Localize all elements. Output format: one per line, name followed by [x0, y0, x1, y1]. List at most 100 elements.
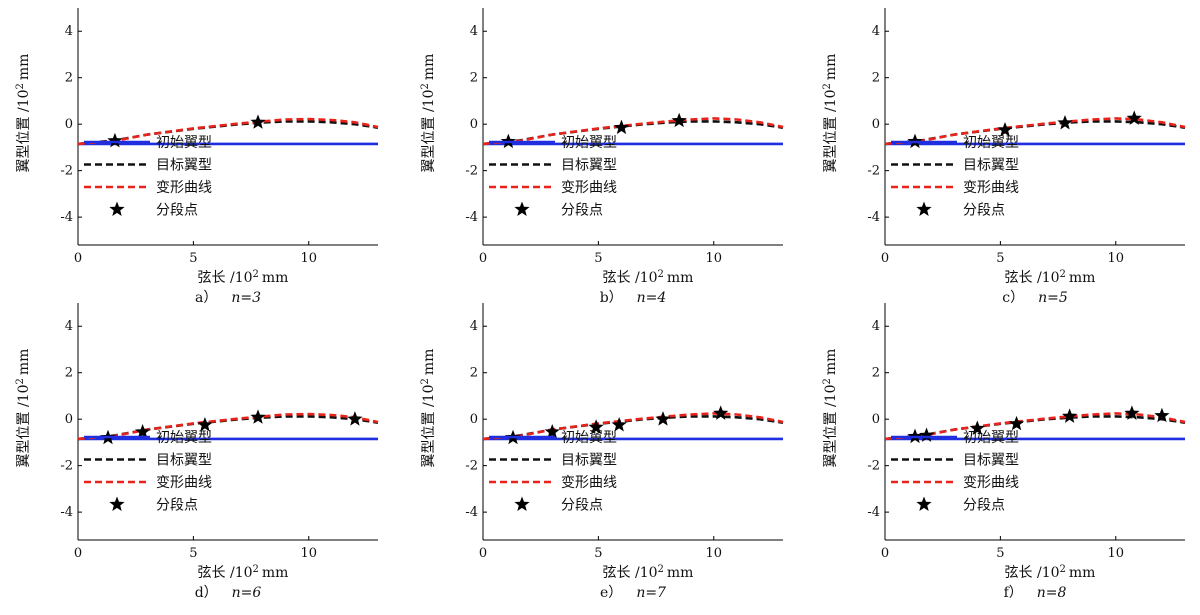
legend-label: 目标翼型 — [963, 158, 1019, 174]
segment-point-marker — [611, 416, 627, 432]
x-axis-label: 弦长 /102 mm — [603, 564, 694, 582]
panel-caption: e） n=7 — [600, 585, 666, 601]
segment-point-marker — [613, 119, 630, 135]
y-tick-label: 2 — [65, 366, 73, 381]
segment-point-marker — [1008, 415, 1025, 431]
legend-label: 初始翼型 — [963, 429, 1019, 446]
segment-point-marker — [544, 423, 560, 439]
segment-point-marker — [135, 423, 151, 439]
panel-caption: c） n=5 — [1002, 290, 1068, 306]
x-axis-label: 弦长 /102 mm — [198, 564, 289, 582]
legend-label: 初始翼型 — [561, 134, 617, 151]
panel-caption: a） n=3 — [195, 290, 261, 306]
legend-label: 变形曲线 — [156, 475, 212, 491]
y-axis-label: 翼型位置 /102mm — [15, 349, 33, 468]
segment-point-marker — [1124, 405, 1140, 420]
y-axis-label: 翼型位置 /102mm — [15, 54, 33, 173]
x-tick-label: 10 — [300, 251, 317, 266]
x-tick-label: 5 — [189, 251, 197, 266]
segment-point-marker — [918, 427, 935, 442]
y-tick-label: 4 — [872, 319, 880, 334]
legend-label: 变形曲线 — [561, 180, 617, 196]
y-tick-label: -2 — [60, 164, 73, 179]
y-tick-label: 2 — [470, 366, 478, 381]
y-tick-label: -4 — [60, 210, 73, 225]
legend-label: 目标翼型 — [156, 453, 212, 469]
x-tick-label: 5 — [189, 546, 197, 561]
legend-label: 分段点 — [561, 203, 603, 219]
segment-point-marker — [347, 411, 363, 426]
y-tick-label: -2 — [867, 164, 880, 179]
y-tick-label: 0 — [65, 117, 73, 132]
y-tick-label: 2 — [872, 366, 880, 381]
x-tick-label: 0 — [881, 546, 889, 561]
x-tick-label: 5 — [594, 251, 602, 266]
legend-label: 初始翼型 — [156, 429, 212, 446]
y-tick-label: 0 — [65, 412, 73, 427]
legend-label: 变形曲线 — [156, 180, 212, 196]
y-tick-label: 4 — [470, 24, 478, 39]
panel-caption: f） n=8 — [1004, 585, 1067, 601]
legend-star-icon — [514, 201, 530, 216]
panel-caption: d） n=6 — [195, 585, 262, 601]
y-tick-label: -4 — [867, 505, 880, 520]
y-tick-label: 2 — [65, 71, 73, 86]
legend-label: 初始翼型 — [963, 134, 1019, 151]
x-tick-label: 0 — [479, 546, 487, 561]
y-tick-label: -2 — [465, 164, 478, 179]
x-tick-label: 5 — [594, 546, 602, 561]
segment-point-marker — [107, 132, 123, 148]
legend-label: 分段点 — [963, 498, 1005, 514]
y-tick-label: 2 — [872, 71, 880, 86]
x-tick-label: 5 — [996, 251, 1004, 266]
y-tick-label: -4 — [465, 505, 478, 520]
segment-point-marker — [1057, 115, 1073, 130]
y-tick-label: 4 — [65, 319, 73, 334]
x-tick-label: 0 — [74, 546, 82, 561]
x-tick-label: 10 — [300, 546, 317, 561]
legend-label: 分段点 — [156, 203, 198, 219]
series-deformed-line — [482, 412, 784, 441]
series-deformed-line — [77, 412, 379, 441]
legend-label: 初始翼型 — [156, 134, 212, 151]
series-deformed-line — [482, 117, 784, 146]
legend-label: 变形曲线 — [963, 475, 1019, 491]
legend-star-icon — [916, 496, 932, 511]
panel-caption: b） n=4 — [600, 290, 667, 306]
x-axis-label: 弦长 /102 mm — [1005, 564, 1096, 582]
y-tick-label: -2 — [60, 459, 73, 474]
legend-label: 分段点 — [963, 203, 1005, 219]
y-axis-label: 翼型位置 /102mm — [822, 54, 840, 173]
legend-star-icon — [916, 201, 932, 216]
segment-point-marker — [197, 416, 213, 432]
x-tick-label: 0 — [74, 251, 82, 266]
segment-point-marker — [655, 411, 671, 426]
y-axis-label: 翼型位置 /102mm — [420, 349, 438, 468]
legend-star-icon — [109, 201, 125, 216]
legend-label: 分段点 — [156, 498, 198, 514]
y-tick-label: 4 — [872, 24, 880, 39]
segment-point-marker — [588, 419, 604, 434]
x-tick-label: 5 — [996, 546, 1004, 561]
legend-label: 变形曲线 — [963, 180, 1019, 196]
segment-point-marker — [713, 405, 729, 420]
x-axis-label: 弦长 /102 mm — [603, 269, 694, 287]
x-tick-label: 10 — [705, 251, 722, 266]
y-tick-label: -4 — [465, 210, 478, 225]
legend-label: 目标翼型 — [156, 158, 212, 174]
y-axis-label: 翼型位置 /102mm — [420, 54, 438, 173]
segment-point-marker — [671, 112, 687, 128]
legend-star-icon — [514, 496, 530, 511]
legend-label: 变形曲线 — [561, 475, 617, 491]
x-axis-label: 弦长 /102 mm — [198, 269, 289, 287]
segment-point-marker — [1062, 408, 1078, 423]
legend-star-icon — [109, 496, 125, 511]
y-tick-label: 0 — [872, 412, 880, 427]
